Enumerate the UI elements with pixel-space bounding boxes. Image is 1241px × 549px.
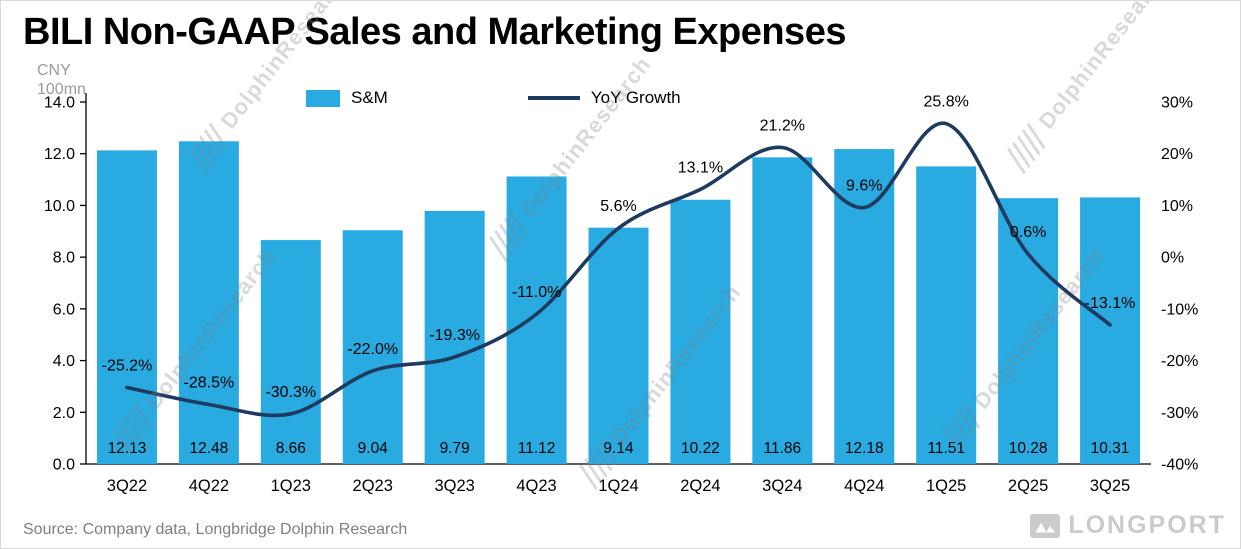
bar-swatch-icon <box>306 89 340 107</box>
bar-3Q25 <box>1080 197 1141 465</box>
x-axis-label-3Q22: 3Q22 <box>107 477 147 495</box>
y-axis-left-label: 0.0 <box>53 457 75 474</box>
bar-1Q25 <box>916 166 977 465</box>
legend-item-yoy-growth: YoY Growth <box>527 88 681 108</box>
x-axis-label-1Q23: 1Q23 <box>271 477 311 495</box>
bar-4Q24 <box>834 149 895 464</box>
bar-value-label: 11.86 <box>764 440 802 457</box>
x-axis-label-3Q23: 3Q23 <box>434 477 474 495</box>
bar-value-label: 11.51 <box>927 440 965 457</box>
bar-value-label: 12.13 <box>108 440 147 457</box>
source-note: Source: Company data, Longbridge Dolphin… <box>23 521 408 538</box>
axis-unit-line2: 100mn <box>37 81 86 98</box>
bar-1Q23 <box>260 240 321 464</box>
bar-value-label: 8.66 <box>276 440 306 457</box>
line-point-label: 0.6% <box>1010 224 1046 241</box>
bar-2Q23 <box>342 230 403 464</box>
bar-2Q25 <box>998 198 1059 464</box>
longport-logo-icon <box>1030 513 1061 538</box>
x-axis-label-2Q24: 2Q24 <box>680 477 720 495</box>
y-axis-left-label: 12.0 <box>44 146 75 163</box>
y-axis-right-label: 10% <box>1161 198 1193 215</box>
x-axis-label-4Q24: 4Q24 <box>844 477 884 495</box>
bar-3Q22 <box>96 150 157 465</box>
y-axis-right-label: -30% <box>1161 405 1198 422</box>
bar-value-label: 12.48 <box>189 440 228 457</box>
bar-value-label: 9.14 <box>603 440 634 457</box>
line-point-label: -22.0% <box>347 341 398 358</box>
line-point-label: -30.3% <box>265 384 316 401</box>
bar-1Q24 <box>588 227 649 464</box>
legend: S&M YoY Growth <box>306 88 681 108</box>
line-swatch-icon <box>527 96 580 100</box>
x-axis-label-2Q23: 2Q23 <box>353 477 393 495</box>
legend-label-sm: S&M <box>351 88 388 107</box>
axis-unit-label: CNY 100mn <box>37 61 86 99</box>
line-point-label: 9.6% <box>846 177 882 194</box>
y-axis-right-label: -40% <box>1161 457 1198 474</box>
bar-value-label: 10.22 <box>681 440 720 457</box>
bar-3Q23 <box>424 210 485 464</box>
bar-value-label: 12.18 <box>845 440 884 457</box>
x-axis-label-2Q25: 2Q25 <box>1008 477 1048 495</box>
y-axis-left-label: 4.0 <box>53 353 75 370</box>
legend-label-yoy-growth: YoY Growth <box>590 88 681 107</box>
legend-item-sm: S&M <box>306 88 388 108</box>
y-axis-right-label: 20% <box>1161 146 1193 163</box>
line-point-label: 21.2% <box>760 118 805 135</box>
bar-4Q22 <box>178 141 239 464</box>
y-axis-right-label: -20% <box>1161 353 1198 370</box>
line-point-label: -28.5% <box>184 375 235 392</box>
yoy-growth-line <box>125 121 1112 418</box>
line-point-label: 25.8% <box>924 94 969 111</box>
bar-4Q23 <box>506 176 567 464</box>
y-axis-right-label: -10% <box>1161 301 1198 318</box>
x-axis-label-4Q22: 4Q22 <box>189 477 229 495</box>
bar-value-label: 10.31 <box>1091 440 1130 457</box>
y-axis-left-label: 8.0 <box>53 250 75 267</box>
x-axis-label-4Q23: 4Q23 <box>516 477 556 495</box>
longport-logo: LONGPORT <box>1030 511 1226 540</box>
line-point-label: -19.3% <box>429 327 480 344</box>
x-axis-label-3Q24: 3Q24 <box>762 477 802 495</box>
y-axis-left-label: 10.0 <box>44 198 75 215</box>
y-axis-right-label: 0% <box>1161 250 1184 267</box>
line-point-label: -25.2% <box>102 357 153 374</box>
line-point-label: -11.0% <box>512 284 562 301</box>
bar-value-label: 9.04 <box>358 440 389 457</box>
bar-value-label: 9.79 <box>440 440 470 457</box>
x-axis-label-1Q24: 1Q24 <box>598 477 638 495</box>
line-point-label: -13.1% <box>1085 295 1136 312</box>
line-point-label: 13.1% <box>678 159 723 176</box>
bar-value-label: 10.28 <box>1009 440 1048 457</box>
bar-3Q24 <box>752 157 813 464</box>
longport-logo-text: LONGPORT <box>1068 511 1226 539</box>
bar-2Q24 <box>670 199 731 465</box>
x-axis-label-3Q25: 3Q25 <box>1090 477 1130 495</box>
axis-unit-line1: CNY <box>37 62 71 79</box>
y-axis-left-label: 14.0 <box>44 95 75 112</box>
chart-title: BILI Non-GAAP Sales and Marketing Expens… <box>23 11 846 53</box>
y-axis-right-label: 30% <box>1161 95 1193 112</box>
y-axis-left-label: 6.0 <box>53 301 75 318</box>
y-axis-left-label: 2.0 <box>53 405 75 422</box>
x-axis-label-1Q25: 1Q25 <box>926 477 966 495</box>
bar-value-label: 11.12 <box>518 440 556 457</box>
line-point-label: 5.6% <box>600 198 636 215</box>
